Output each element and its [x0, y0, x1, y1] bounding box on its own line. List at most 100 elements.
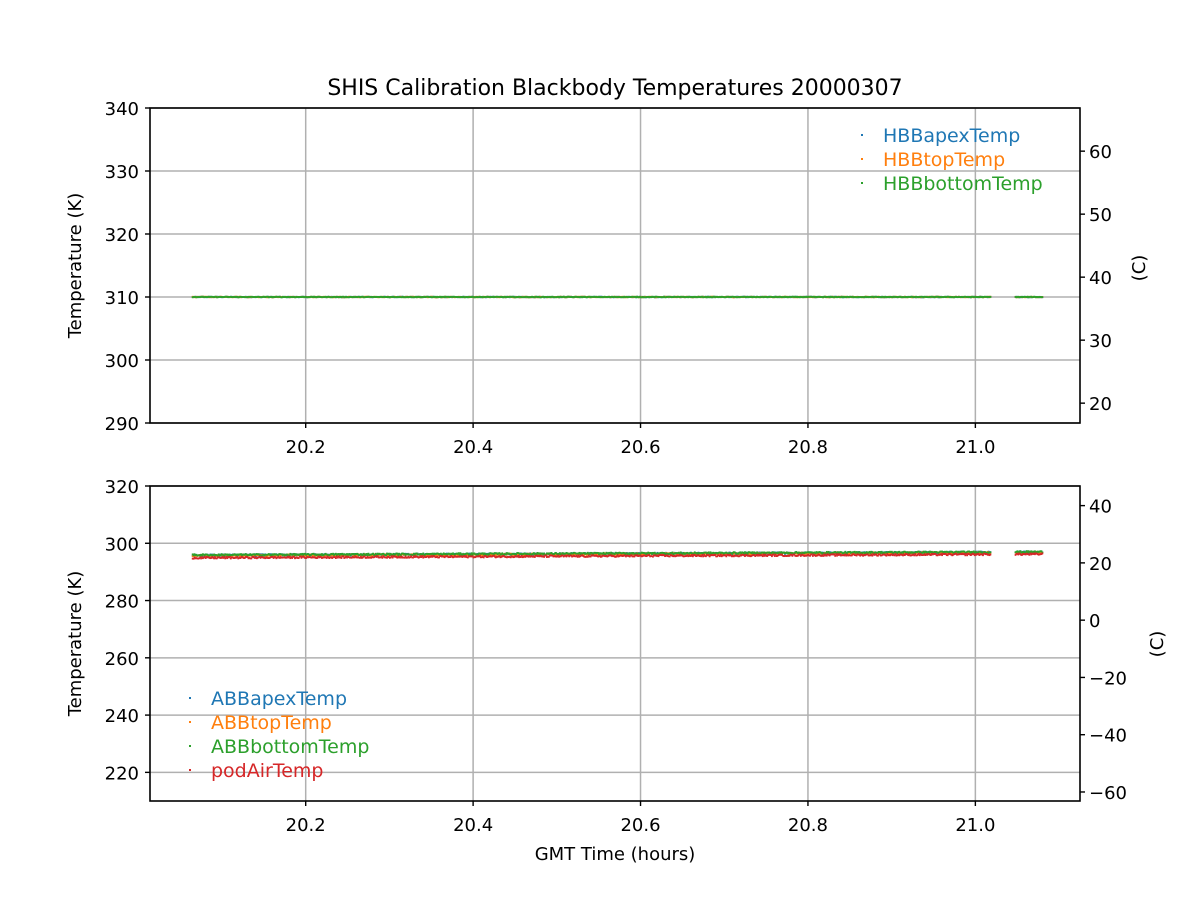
data-point — [508, 295, 511, 298]
data-point — [191, 296, 194, 299]
data-point — [193, 554, 196, 557]
data-point — [238, 553, 241, 556]
data-point — [365, 553, 368, 555]
data-point — [795, 296, 798, 299]
data-point — [370, 553, 373, 556]
data-point — [345, 295, 348, 298]
data-point — [301, 553, 304, 556]
data-point — [834, 295, 837, 298]
data-point — [437, 554, 440, 557]
data-point — [520, 553, 523, 556]
data-point — [536, 296, 539, 298]
data-point — [494, 295, 497, 298]
data-point — [377, 295, 380, 298]
data-point — [451, 553, 453, 556]
data-point — [356, 296, 359, 298]
data-point — [685, 296, 688, 298]
data-point — [917, 296, 920, 298]
data-point — [880, 296, 883, 299]
series-HBBbottomTemp — [191, 295, 1044, 299]
data-point — [453, 553, 455, 556]
data-point — [293, 552, 295, 555]
data-point — [291, 296, 294, 298]
data-point — [754, 296, 757, 299]
data-point — [847, 552, 850, 555]
data-point — [212, 296, 215, 298]
data-point — [266, 555, 268, 558]
data-point — [564, 552, 567, 555]
data-point — [615, 552, 618, 554]
data-point — [591, 553, 594, 555]
data-point — [208, 554, 211, 557]
data-point — [591, 295, 594, 298]
data-point — [802, 296, 805, 299]
data-point — [828, 296, 831, 299]
data-point — [478, 554, 480, 557]
data-point — [206, 296, 209, 298]
data-point — [556, 296, 559, 298]
data-point — [598, 553, 600, 556]
data-point — [429, 552, 432, 555]
data-point — [618, 553, 621, 556]
data-point — [299, 553, 302, 555]
data-point — [810, 295, 812, 298]
data-point — [599, 552, 602, 555]
data-point — [662, 296, 665, 299]
data-point — [1017, 295, 1020, 298]
data-point — [527, 553, 530, 556]
plot-frame — [149, 107, 1081, 424]
data-point — [321, 554, 324, 557]
data-point — [378, 552, 381, 555]
data-point — [358, 295, 361, 298]
data-point — [767, 295, 770, 298]
data-point — [694, 295, 697, 298]
data-point — [480, 554, 483, 556]
data-point — [481, 296, 484, 299]
data-point — [703, 296, 705, 299]
data-point — [879, 296, 882, 298]
data-point — [296, 296, 299, 298]
data-point — [334, 296, 337, 299]
data-point — [209, 554, 212, 556]
data-point — [488, 553, 491, 555]
data-point — [460, 295, 463, 298]
data-point — [469, 553, 472, 556]
data-point — [922, 296, 925, 299]
data-point — [546, 552, 549, 555]
data-point — [279, 296, 281, 298]
data-point — [392, 552, 395, 555]
data-point — [677, 295, 679, 298]
data-point — [321, 554, 323, 556]
data-point — [296, 553, 299, 556]
data-point — [339, 553, 342, 555]
data-point — [288, 296, 291, 298]
data-point — [210, 553, 213, 556]
data-point — [587, 552, 590, 555]
data-point — [572, 552, 575, 555]
data-point — [946, 552, 949, 555]
data-point — [638, 296, 640, 299]
data-point — [573, 553, 576, 555]
data-point — [356, 554, 359, 556]
data-point — [867, 296, 870, 299]
data-point — [582, 552, 585, 555]
data-point — [624, 553, 626, 556]
data-point — [622, 296, 625, 299]
data-point — [1016, 551, 1019, 554]
data-point — [604, 296, 607, 298]
data-point — [427, 553, 429, 556]
data-point — [568, 295, 571, 298]
data-point — [1040, 296, 1043, 299]
data-point — [361, 554, 363, 556]
data-point — [435, 554, 438, 557]
data-point — [654, 295, 657, 298]
data-point — [1026, 295, 1029, 298]
data-point — [241, 553, 244, 556]
data-point — [768, 296, 771, 298]
data-point — [221, 296, 224, 298]
data-point — [467, 554, 469, 557]
data-point — [837, 296, 840, 298]
data-point — [401, 295, 404, 298]
data-point — [240, 553, 242, 555]
data-point — [661, 296, 664, 298]
